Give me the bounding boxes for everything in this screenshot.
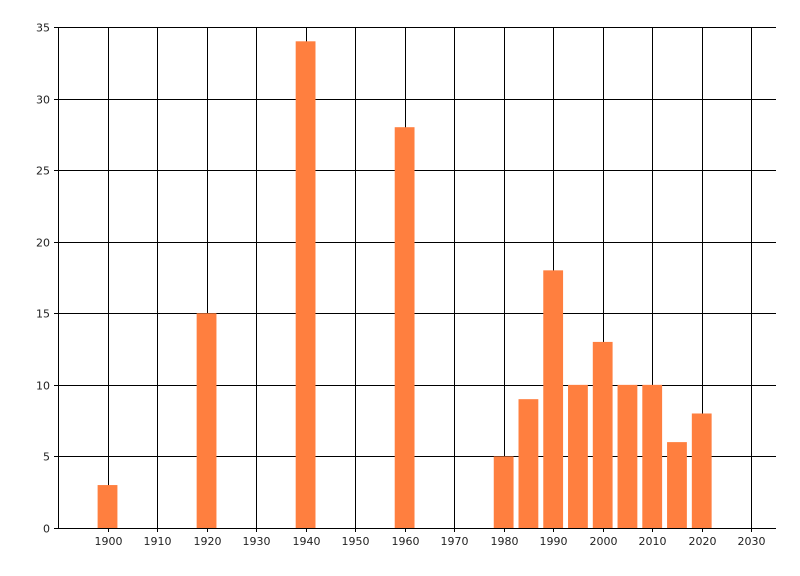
x-tick-label-1950: 1950 [342,535,370,548]
x-tick-label-1940: 1940 [293,535,321,548]
x-tick-label-1970: 1970 [441,535,469,548]
bar-2005 [617,384,638,528]
y-tick-label-0: 0 [43,523,50,536]
bar-1920 [196,313,217,528]
bar-1990 [543,270,564,528]
y-tick-label-35: 35 [36,22,50,35]
bar-1960 [394,127,415,528]
x-tick-label-1910: 1910 [144,535,172,548]
bar-1985 [518,399,539,528]
x-tick-label-2030: 2030 [738,535,766,548]
bar-1995 [568,384,588,528]
x-tick-label-2020: 2020 [689,535,717,548]
x-tick-label-1900: 1900 [95,535,123,548]
x-tick-label-2010: 2010 [639,535,667,548]
bar-1980 [493,456,514,528]
bar-2000 [592,341,613,528]
x-tick-label-1930: 1930 [243,535,271,548]
x-tick-label-1960: 1960 [392,535,420,548]
y-tick-label-30: 30 [36,94,50,107]
tick-labels: 0 5 10 15 20 25 30 35 1900 1910 1920 1930 1940 1950 19… [36,22,766,549]
bar-1900 [97,485,118,528]
x-tick-label-2000: 2000 [590,535,618,548]
y-tick-label-25: 25 [36,165,50,178]
bars [97,41,712,529]
y-tick-label-20: 20 [36,237,50,250]
y-tick-label-5: 5 [43,451,50,464]
x-tick-label-1920: 1920 [194,535,222,548]
y-tick-label-10: 10 [36,380,50,393]
axes [54,27,776,532]
x-tick-label-1980: 1980 [491,535,519,548]
bar-2015 [667,442,687,528]
bar-2020 [691,413,712,528]
bar-2010 [642,384,663,528]
bar-1940 [295,41,316,529]
y-tick-label-15: 15 [36,308,50,321]
x-tick-label-1990: 1990 [540,535,568,548]
